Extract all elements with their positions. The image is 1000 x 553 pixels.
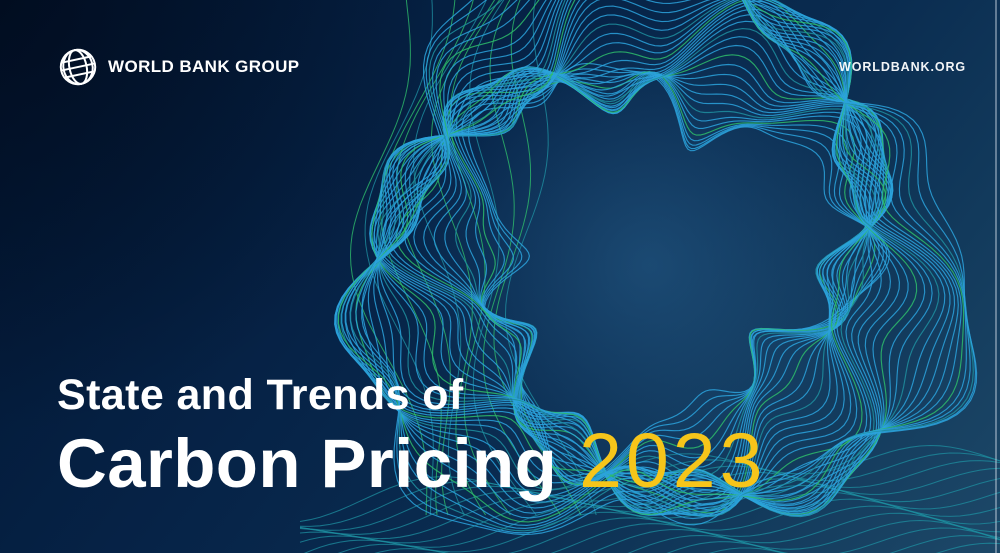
report-title: Carbon Pricing (57, 425, 558, 503)
report-subtitle: State and Trends of (57, 371, 464, 419)
logo-label: WORLD BANK GROUP (108, 57, 300, 76)
page-edge-highlight (995, 0, 997, 553)
report-year: 2023 (579, 418, 767, 505)
report-title-row: Carbon Pricing 2023 (57, 423, 766, 500)
world-bank-logo: WORLD BANK GROUP (57, 46, 300, 88)
website-url: WORLDBANK.ORG (839, 60, 966, 74)
world-bank-globe-icon (59, 48, 97, 86)
cover-header: WORLD BANK GROUP WORLDBANK.ORG (0, 0, 1000, 88)
title-block: State and Trends of Carbon Pricing 2023 (57, 371, 766, 500)
